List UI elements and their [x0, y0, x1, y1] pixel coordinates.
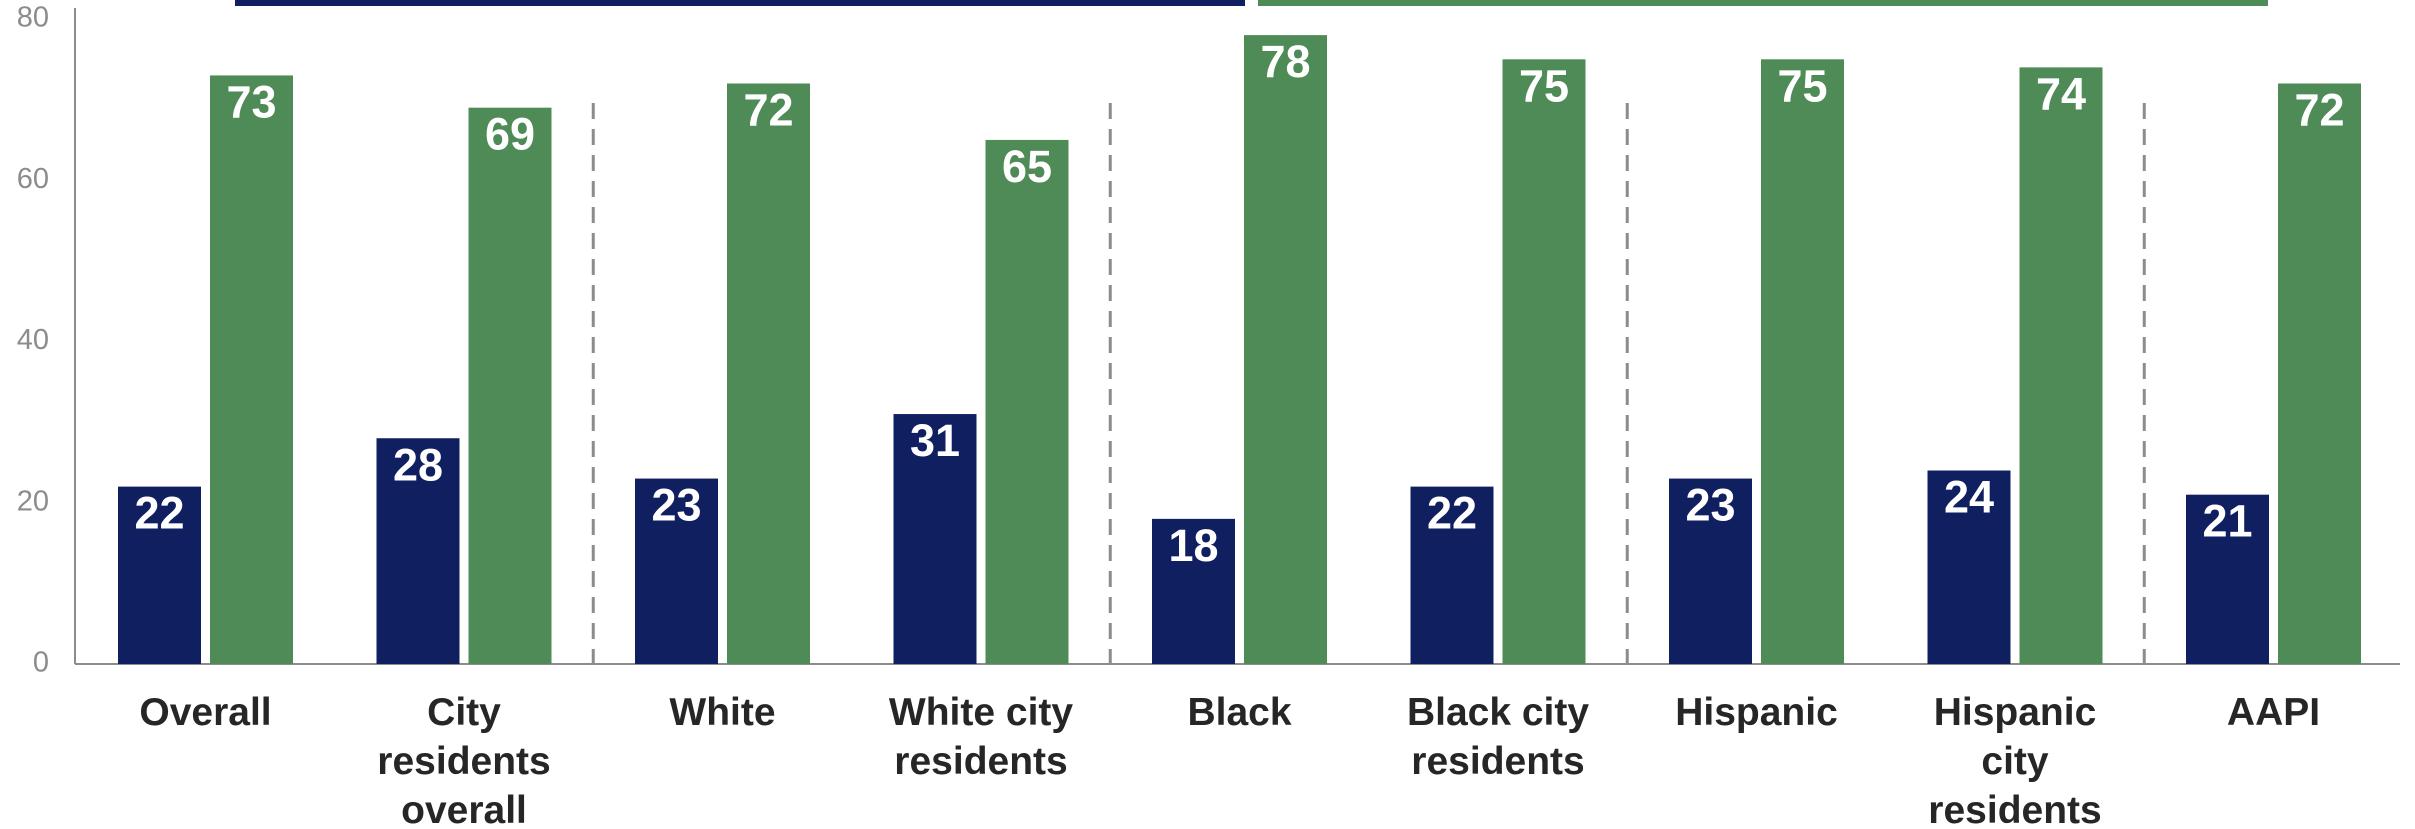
- category-label: Hispanic city residents: [1928, 691, 2101, 829]
- category-label: City residents overall: [377, 691, 550, 829]
- legend-bar-2: [1258, 0, 2268, 6]
- bar-series-2: [727, 83, 810, 664]
- bar-series-2: [468, 107, 552, 664]
- category-label: AAPI: [2227, 691, 2320, 734]
- data-label: 22: [1427, 488, 1477, 539]
- bar-series-2: [1502, 59, 1586, 664]
- bar-series-2: [1244, 35, 1327, 664]
- data-label: 31: [910, 415, 960, 466]
- data-label: 23: [1685, 480, 1735, 531]
- data-label: 75: [1519, 60, 1569, 111]
- data-label: 24: [1944, 472, 1994, 523]
- y-tick-label: 20: [17, 485, 49, 517]
- category-label: Hispanic: [1675, 691, 1838, 734]
- bar-series-1: [376, 438, 460, 664]
- data-label: 73: [226, 76, 276, 127]
- category-label: Overall: [139, 691, 271, 734]
- category-label: White: [669, 691, 775, 734]
- bar-series-1: [2186, 494, 2269, 664]
- data-label: 74: [2036, 68, 2086, 119]
- bar-series-2: [985, 139, 1069, 664]
- y-tick-label: 40: [17, 324, 49, 356]
- bar-series-1: [1669, 478, 1752, 664]
- group-dividers: [591, 103, 2146, 664]
- category-label: Black: [1187, 691, 1291, 734]
- bar-series-1: [118, 486, 201, 664]
- y-tick-label: 60: [17, 163, 49, 195]
- bar-series-2: [1761, 59, 1844, 664]
- bar-series-2: [2019, 67, 2103, 664]
- data-label: 72: [2294, 85, 2344, 136]
- data-label: 22: [134, 488, 184, 539]
- category-label: Black city residents: [1407, 691, 1589, 783]
- bar-series-1: [1152, 518, 1235, 664]
- bars: [118, 35, 2361, 664]
- data-labels: 22 73 28 69 23 72 31 65 18 78 22 75 23 75 24 74 21 72: [134, 36, 2344, 571]
- bar-series-1: [1410, 486, 1494, 664]
- data-label: 28: [393, 439, 443, 490]
- data-label: 21: [2202, 496, 2252, 547]
- category-label: White city residents: [889, 691, 1073, 783]
- bar-series-1: [893, 414, 977, 664]
- axes: 0 20 40 60 80: [17, 2, 2400, 679]
- bar-series-2: [210, 75, 293, 664]
- y-tick-label: 80: [17, 2, 49, 34]
- legend-bars: [235, 0, 2268, 6]
- data-label: 69: [485, 109, 535, 160]
- bar-series-2: [2278, 83, 2361, 664]
- category-labels: Overall City residents overall White White ci…: [139, 691, 2320, 829]
- bar-series-1: [1927, 470, 2011, 664]
- data-label: 65: [1002, 141, 1052, 192]
- data-label: 18: [1168, 520, 1218, 571]
- data-label: 78: [1260, 36, 1310, 87]
- legend-bar-1: [235, 0, 1245, 6]
- y-tick-label: 0: [33, 647, 49, 679]
- data-label: 72: [743, 85, 793, 136]
- bar-series-1: [635, 478, 718, 664]
- data-label: 75: [1777, 60, 1827, 111]
- data-label: 23: [651, 480, 701, 531]
